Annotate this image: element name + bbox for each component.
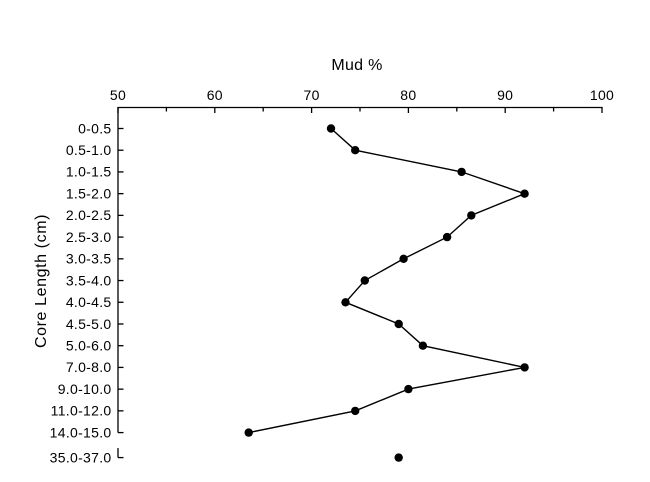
y-category-label: 9.0-10.0 bbox=[58, 381, 112, 397]
y-category-label: 2.5-3.0 bbox=[66, 229, 112, 245]
x-tick-label: 60 bbox=[207, 87, 223, 103]
y-category-label: 2.0-2.5 bbox=[66, 207, 112, 223]
series-line bbox=[248, 127, 527, 434]
data-point bbox=[520, 189, 529, 198]
y-category-label: 1.0-1.5 bbox=[66, 164, 112, 180]
y-category-label: 14.0-15.0 bbox=[50, 424, 112, 440]
data-point bbox=[341, 298, 350, 307]
x-tick-label: 80 bbox=[400, 87, 416, 103]
y-category-label: 0.5-1.0 bbox=[66, 142, 112, 158]
y-category-label: 5.0-6.0 bbox=[66, 338, 112, 354]
x-tick-label: 100 bbox=[590, 87, 614, 103]
data-point bbox=[457, 167, 466, 177]
data-point bbox=[404, 384, 413, 394]
data-point bbox=[394, 453, 403, 462]
x-tick-label: 70 bbox=[304, 87, 320, 103]
data-point bbox=[351, 406, 360, 416]
x-axis-title: Mud % bbox=[331, 57, 383, 74]
x-tick-label: 90 bbox=[497, 87, 513, 103]
data-point bbox=[399, 254, 408, 263]
data-point bbox=[244, 428, 253, 437]
data-point bbox=[442, 232, 452, 242]
y-category-label: 0-0.5 bbox=[78, 120, 111, 136]
y-category-label: 4.5-5.0 bbox=[66, 316, 112, 332]
data-point bbox=[418, 341, 428, 350]
data-point bbox=[467, 211, 476, 220]
data-point bbox=[394, 319, 403, 329]
x-tick-label: 50 bbox=[110, 87, 126, 103]
data-point bbox=[360, 276, 369, 285]
y-category-label: 35.0-37.0 bbox=[50, 449, 112, 465]
data-point bbox=[520, 363, 529, 372]
data-point bbox=[326, 124, 336, 133]
y-category-label: 3.0-3.5 bbox=[66, 251, 112, 267]
y-category-label: 11.0-12.0 bbox=[51, 403, 112, 419]
y-category-label: 3.5-4.0 bbox=[66, 272, 112, 288]
y-category-label: 1.5-2.0 bbox=[66, 185, 112, 201]
data-point bbox=[351, 146, 360, 155]
y-category-label: 4.0-4.5 bbox=[66, 294, 112, 310]
y-category-label: 7.0-8.0 bbox=[66, 359, 112, 375]
